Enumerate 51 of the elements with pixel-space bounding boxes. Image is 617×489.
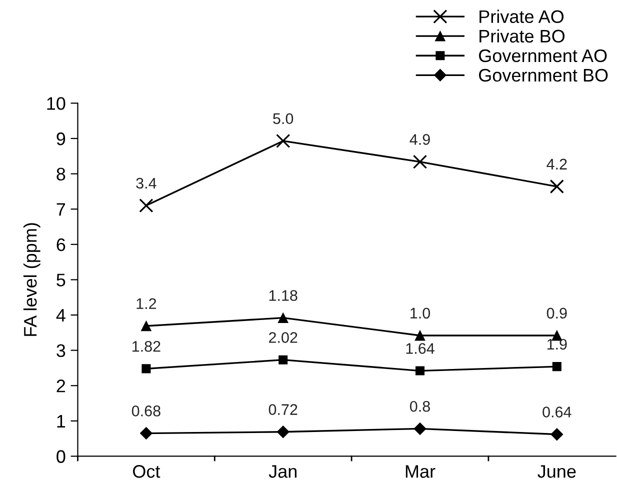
point <box>550 428 564 441</box>
x-tick-label: Mar <box>406 465 436 478</box>
y-tick-label: 8 <box>56 168 66 181</box>
point <box>276 134 290 148</box>
annotation: 1.2 <box>136 298 156 309</box>
legend-label: Private AO <box>480 10 564 24</box>
annotation: 0.64 <box>542 406 572 418</box>
point <box>276 426 290 438</box>
legend-label: Government AO <box>479 49 607 62</box>
y-tick-label: 3 <box>56 344 66 358</box>
y-tick-label: 6 <box>56 238 66 252</box>
point <box>552 362 562 372</box>
point <box>278 312 288 324</box>
annotation: 1.9 <box>547 338 567 350</box>
point <box>414 422 426 435</box>
annotation: 1.18 <box>269 290 298 301</box>
annotation: 5.0 <box>273 113 294 124</box>
annotation: 2.02 <box>268 332 298 343</box>
annotation: 1.64 <box>406 343 434 354</box>
point <box>278 355 288 364</box>
annotation: 4.9 <box>410 134 430 145</box>
y-tick-label: 9 <box>56 132 66 146</box>
y-tick-label: 10 <box>47 97 66 110</box>
annotation: 4.2 <box>546 158 567 170</box>
point <box>139 198 154 213</box>
y-tick-label: 7 <box>56 203 66 216</box>
legend-label: Private BO <box>480 29 565 43</box>
point <box>414 330 426 341</box>
y-tick-label: 4 <box>56 309 66 322</box>
point <box>412 154 428 169</box>
annotation: 0.8 <box>410 400 430 412</box>
annotation: 3.4 <box>136 178 156 189</box>
y-axis-title: FA level (ppm) <box>23 223 40 336</box>
y-tick-label: 1 <box>57 415 66 428</box>
x-tick-label: June <box>538 465 576 478</box>
y-tick-label: 5 <box>56 274 66 286</box>
y-tick-label: 0 <box>56 450 66 463</box>
y-tick-label: 2 <box>56 380 66 392</box>
x-tick-label: Oct <box>133 465 160 478</box>
point <box>140 427 152 440</box>
point <box>415 366 425 376</box>
annotation: 0.9 <box>546 308 567 319</box>
annotation: 1.82 <box>132 340 160 352</box>
point <box>142 364 151 374</box>
annotation: 0.72 <box>268 404 298 415</box>
x-tick-label: Jan <box>268 465 296 478</box>
annotation: 1.0 <box>410 308 430 319</box>
point <box>550 179 564 194</box>
point <box>140 320 152 332</box>
annotation: 0.68 <box>132 406 160 416</box>
legend-label: Government BO <box>479 68 608 82</box>
